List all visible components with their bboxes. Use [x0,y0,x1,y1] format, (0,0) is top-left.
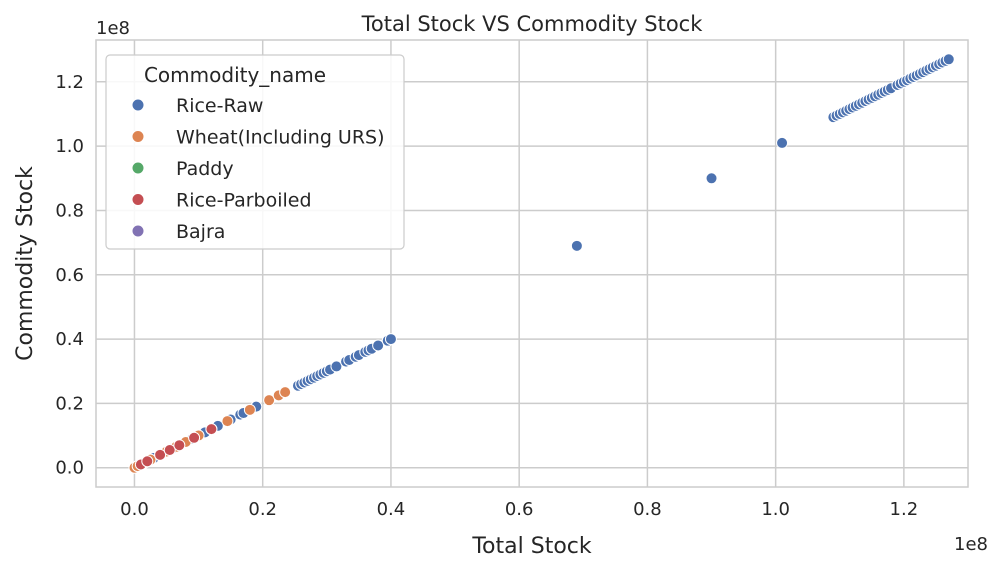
y-tick-label: 1.0 [55,136,84,157]
y-tick-label: 0.0 [55,458,84,479]
legend-label-rice-raw: Rice-Raw [176,95,263,117]
legend-label-bajra: Bajra [176,221,225,243]
y-tick-label: 0.6 [55,265,84,286]
data-points [128,53,955,474]
x-tick-labels: 0.0 0.2 0.4 0.6 0.8 1.0 1.2 [120,499,918,520]
y-tick-label: 1.2 [55,72,84,93]
y-tick-label: 0.8 [55,200,84,221]
legend: Commodity_name Rice-Raw Wheat(Including U… [105,54,405,250]
x-tick-label: 0.8 [633,499,662,520]
legend-marker-rice-raw [131,98,145,112]
legend-marker-wheat-including-urs [131,130,145,143]
legend-marker-bajra [131,224,145,238]
x-tick-label: 1.0 [761,499,790,520]
x-tick-label: 0.0 [120,499,149,520]
x-axis-offset-text: 1e8 [954,534,988,555]
y-axis-offset-text: 1e8 [96,18,130,39]
legend-marker-paddy [131,161,145,175]
point-rice-raw [384,333,397,346]
point-rice-parboiled [163,444,176,457]
point-rice-parboiled [173,439,186,452]
legend-marker-rice-parboiled [131,193,145,206]
point-rice-parboiled [154,448,167,461]
legend-label-wheat-including-urs: Wheat(Including URS) [176,127,385,149]
point-rice-raw [705,172,718,185]
legend-entries: Rice-Raw Wheat(Including URS) Paddy Rice-Pa… [131,95,385,243]
point-wheat-including-urs [263,394,276,407]
y-axis-label: Commodity Stock [13,166,38,361]
x-tick-label: 1.2 [890,499,919,520]
point-rice-raw [330,360,343,373]
point-rice-parboiled [188,431,201,444]
point-rice-parboiled [205,423,218,436]
point-rice-raw [942,53,955,66]
y-tick-label: 0.4 [55,329,84,350]
point-wheat-including-urs [243,403,256,416]
y-tick-label: 0.2 [55,393,84,414]
x-axis-label: Total Stock [471,534,592,559]
point-rice-raw [570,239,583,252]
x-tick-label: 0.2 [248,499,277,520]
legend-label-paddy: Paddy [176,158,234,180]
chart-title: Total Stock VS Commodity Stock [361,12,704,36]
point-rice-parboiled [141,455,154,468]
plot-frame [95,39,969,488]
legend-box [105,54,405,250]
point-wheat-including-urs [221,415,234,428]
legend-label-rice-parboiled: Rice-Parboiled [176,190,312,212]
x-tick-label: 0.6 [505,499,534,520]
y-tick-labels: 0.0 0.2 0.4 0.6 0.8 1.0 1.2 [55,72,84,479]
point-rice-raw [372,339,385,352]
x-tick-label: 0.4 [377,499,406,520]
legend-title: Commodity_name [144,63,326,87]
point-rice-raw [776,136,789,149]
point-wheat-including-urs [279,386,292,399]
